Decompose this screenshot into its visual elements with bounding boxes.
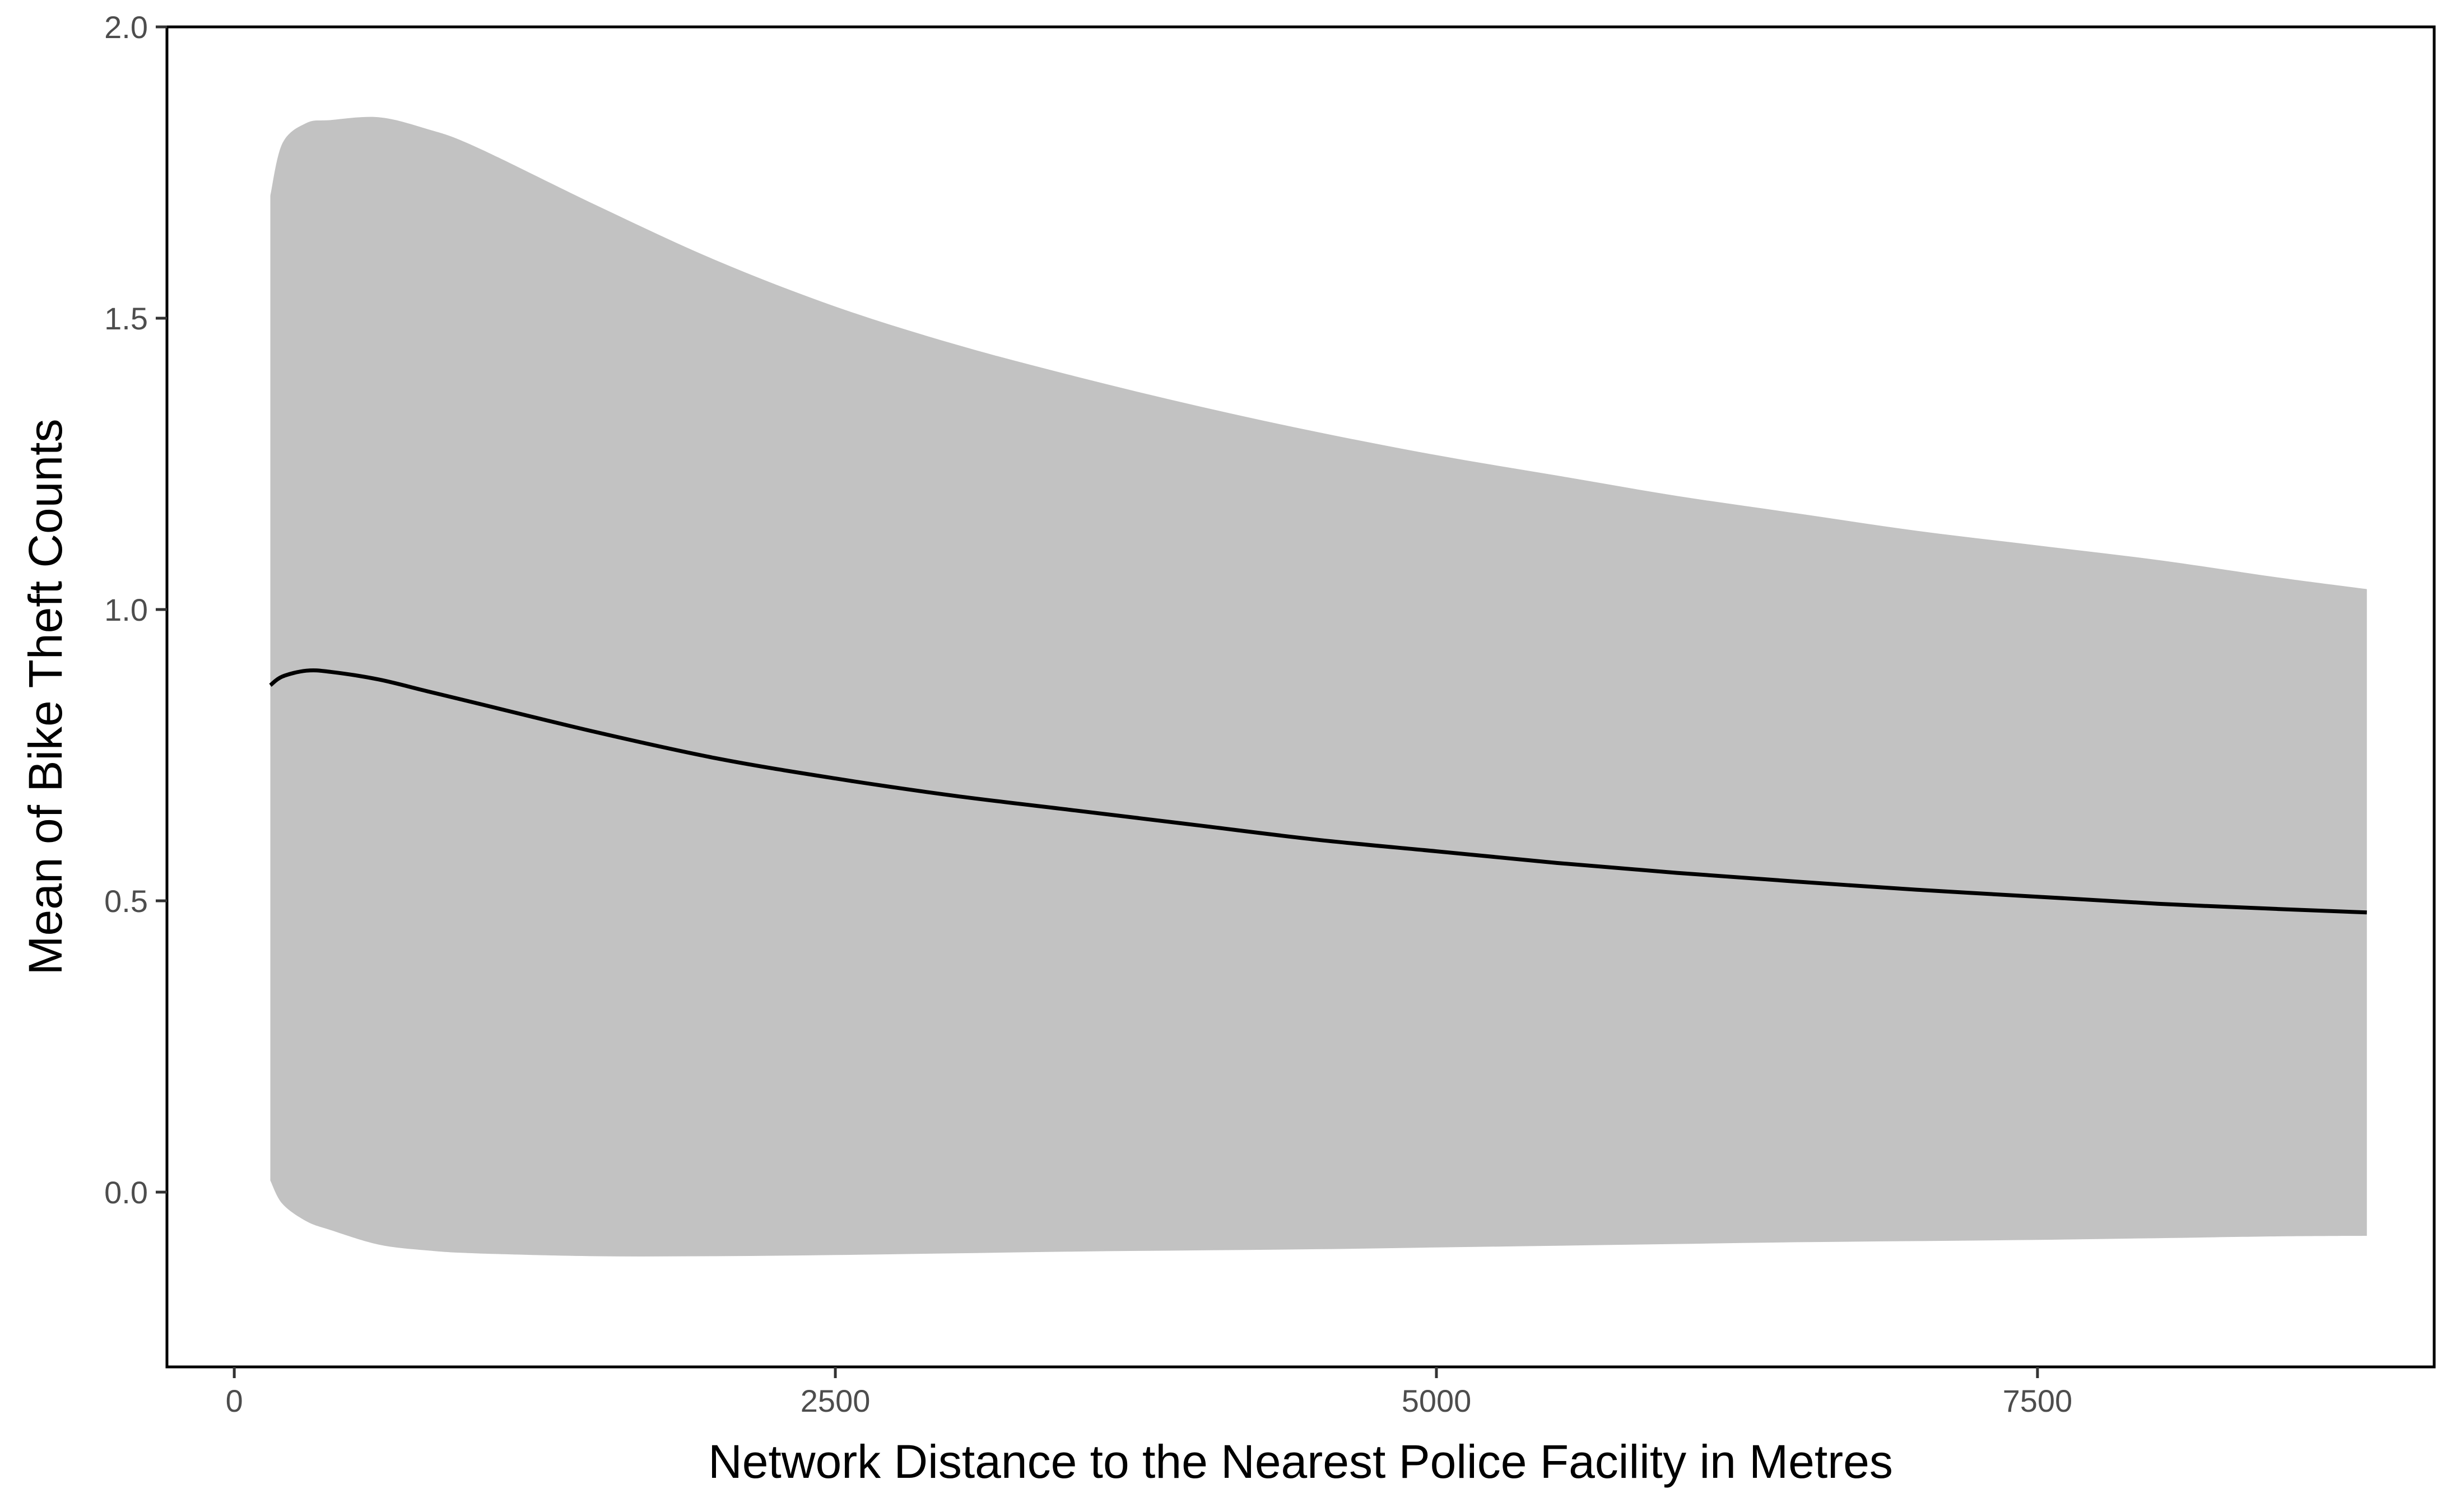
y-tick-label: 0.5 xyxy=(104,883,148,919)
y-tick-label: 1.0 xyxy=(104,592,148,627)
x-axis-title: Network Distance to the Nearest Police F… xyxy=(708,1435,1893,1488)
plot-panel xyxy=(165,25,2436,1369)
x-tick-label: 0 xyxy=(226,1383,243,1418)
confidence-ribbon xyxy=(270,117,2367,1257)
x-tick-label: 7500 xyxy=(2003,1383,2073,1418)
y-tick-label: 0.0 xyxy=(104,1175,148,1210)
x-tick-label: 2500 xyxy=(801,1383,871,1418)
x-tick-label: 5000 xyxy=(1402,1383,1472,1418)
y-axis: 0.0 0.5 1.0 1.5 2.0 xyxy=(104,10,167,1210)
x-axis: 0 2500 5000 7500 xyxy=(226,1367,2073,1418)
panel-border xyxy=(165,25,2436,1369)
y-axis-title: Mean of Bike Theft Counts xyxy=(19,419,72,975)
fitted-line xyxy=(269,668,2367,915)
y-tick-label: 2.0 xyxy=(104,10,148,45)
y-tick-label: 1.5 xyxy=(104,301,148,336)
